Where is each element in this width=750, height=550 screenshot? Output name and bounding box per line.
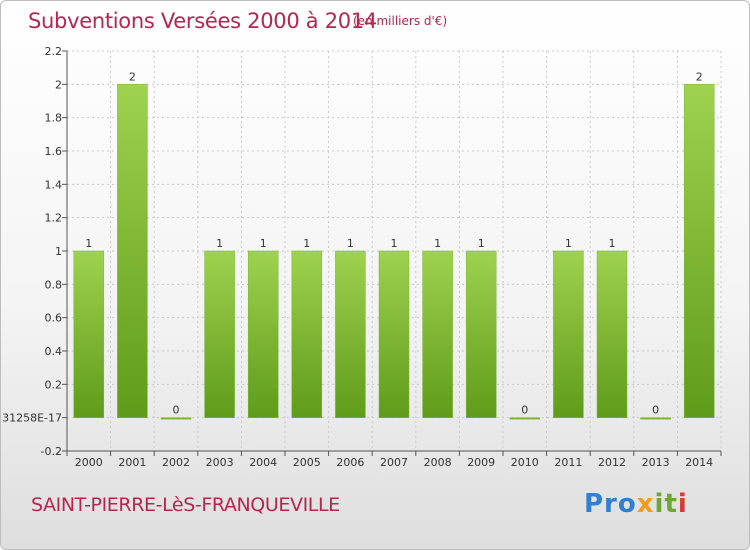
commune-name: SAINT-PIERRE-LèS-FRANQUEVILLE: [31, 494, 340, 516]
bar-value-label: 1: [85, 237, 92, 250]
x-tick-label: 2010: [511, 456, 539, 469]
y-tick-label: 0.4: [45, 345, 63, 358]
chart-unit-label: (en milliers d'€): [353, 14, 448, 28]
x-tick-label: 2008: [424, 456, 452, 469]
x-tick-label: 2012: [598, 456, 626, 469]
x-tick-label: 2003: [206, 456, 234, 469]
x-tick-label: 2011: [554, 456, 582, 469]
x-tick-label: 2005: [293, 456, 321, 469]
bar: [291, 250, 323, 418]
y-tick-label: 1.6: [45, 145, 63, 158]
x-tick-label: 2000: [75, 456, 103, 469]
bar: [247, 250, 279, 418]
logo-part-3: it: [654, 489, 678, 519]
x-tick-label: 2013: [642, 456, 670, 469]
y-tick-label: 0.6: [45, 312, 63, 325]
proxiti-logo: Proxiti: [584, 489, 688, 519]
bar: [553, 250, 584, 418]
bar: [640, 417, 671, 420]
x-tick-label: 2007: [380, 456, 408, 469]
x-tick-label: 2004: [249, 456, 277, 469]
y-tick-label: 2.2: [45, 45, 63, 58]
bar-value-label: 2: [696, 70, 703, 83]
y-tick-label: 5.5511151231258E-17: [1, 412, 62, 425]
bar-value-label: 1: [565, 237, 572, 250]
logo-part-2: x: [636, 489, 655, 519]
bar: [160, 417, 192, 420]
y-tick-label: 0.8: [45, 278, 63, 291]
bar-value-label: 1: [478, 237, 485, 250]
bar: [378, 250, 410, 418]
bar-value-label: 0: [521, 404, 528, 417]
y-tick-label: 1: [55, 245, 62, 258]
x-tick-label: 2014: [685, 456, 713, 469]
bar-value-label: 0: [173, 404, 180, 417]
bar-value-label: 1: [347, 237, 354, 250]
bar-value-label: 1: [391, 237, 398, 250]
bar: [509, 417, 541, 420]
y-tick-label: 1.8: [45, 112, 63, 125]
x-tick-label: 2009: [467, 456, 495, 469]
y-tick-label: 2: [55, 78, 62, 91]
bar: [596, 250, 628, 418]
bar: [73, 250, 105, 418]
logo-part-1: Pro: [584, 489, 637, 519]
x-tick-label: 2002: [162, 456, 190, 469]
y-tick-label: 1.2: [45, 212, 63, 225]
bar-value-label: 1: [609, 237, 616, 250]
bar: [683, 84, 715, 418]
x-tick-label: 2006: [336, 456, 364, 469]
bar: [422, 250, 453, 418]
bar-value-label: 1: [260, 237, 267, 250]
bar: [204, 250, 235, 418]
y-tick-label: -0.2: [41, 445, 62, 458]
bar-value-label: 1: [303, 237, 310, 250]
bar-value-label: 1: [216, 237, 223, 250]
bar-value-label: 0: [652, 404, 659, 417]
logo-part-4: i: [677, 489, 688, 519]
chart-title: Subventions Versées 2000 à 2014: [28, 9, 377, 33]
bar: [465, 250, 497, 418]
bar: [117, 84, 148, 418]
bar: [335, 250, 366, 418]
bar-value-label: 1: [434, 237, 441, 250]
y-tick-label: 1.4: [45, 178, 63, 191]
bar-value-label: 2: [129, 70, 136, 83]
y-tick-label: 0.2: [45, 378, 63, 391]
x-tick-label: 2001: [118, 456, 146, 469]
